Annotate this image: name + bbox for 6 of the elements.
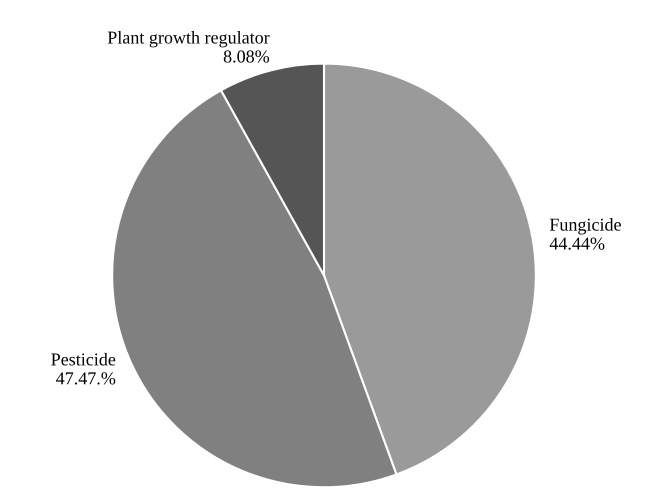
data-label: 8.08% [224, 50, 270, 63]
slice-label: Pesticide [51, 352, 116, 366]
data-label: 47.47.% [56, 372, 116, 385]
slice-label: Plant growth regulator [108, 30, 270, 48]
slice-label: Fungicide [550, 218, 621, 234]
data-label: 44.44% [550, 237, 604, 250]
